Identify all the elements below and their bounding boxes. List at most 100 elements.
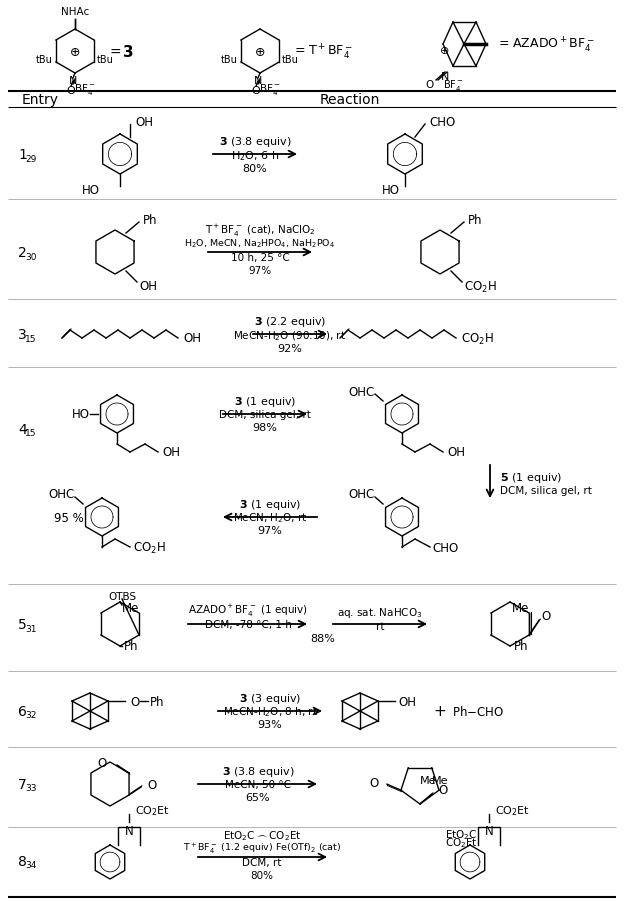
Text: OHC: OHC (349, 488, 375, 501)
Text: $\mathbf{3}$ (3.8 equiv): $\mathbf{3}$ (3.8 equiv) (218, 135, 291, 149)
Text: = T$^+$BF$_4^-$: = T$^+$BF$_4^-$ (294, 42, 353, 61)
Text: 8: 8 (18, 854, 27, 868)
Text: 3: 3 (18, 327, 27, 342)
Text: HO: HO (82, 184, 100, 198)
Text: BF$_4^-$: BF$_4^-$ (259, 81, 281, 97)
Text: Me: Me (419, 775, 436, 785)
Text: 32: 32 (25, 711, 36, 720)
Text: T$^+$BF$_4^-$ (cat), NaClO$_2$: T$^+$BF$_4^-$ (cat), NaClO$_2$ (205, 223, 315, 239)
Text: HO: HO (382, 184, 400, 198)
Text: 80%: 80% (243, 164, 267, 174)
Text: Ph$-$CHO: Ph$-$CHO (452, 704, 504, 718)
Text: N: N (254, 76, 262, 86)
Text: Me: Me (512, 601, 529, 614)
Text: DCM, -78 °C, 1 h: DCM, -78 °C, 1 h (205, 620, 291, 630)
Text: CO$_2$Et: CO$_2$Et (135, 803, 170, 817)
Text: tBu: tBu (221, 55, 238, 65)
Text: N: N (441, 72, 449, 82)
Text: 93%: 93% (258, 719, 283, 729)
Text: 97%: 97% (258, 526, 283, 536)
Text: 88%: 88% (310, 633, 335, 643)
Text: CO$_2$Et: CO$_2$Et (445, 835, 478, 849)
Text: 97%: 97% (248, 266, 271, 276)
Text: NHAc: NHAc (61, 7, 89, 17)
Text: O: O (147, 778, 156, 792)
Text: 30: 30 (25, 253, 36, 262)
Text: Entry: Entry (21, 93, 59, 106)
Text: Ph: Ph (514, 640, 529, 653)
Text: DCM, silica gel, rt: DCM, silica gel, rt (219, 410, 311, 419)
Text: 10 h, 25 °C: 10 h, 25 °C (231, 253, 290, 262)
Text: CO$_2$Et: CO$_2$Et (495, 803, 530, 817)
Text: Me: Me (122, 601, 139, 614)
Text: BF$_4^-$: BF$_4^-$ (442, 78, 464, 92)
Text: O: O (98, 757, 107, 769)
Text: 31: 31 (25, 624, 36, 633)
Text: =: = (110, 45, 126, 59)
Text: H$_2$O, MeCN, Na$_2$HPO$_4$, NaH$_2$PO$_4$: H$_2$O, MeCN, Na$_2$HPO$_4$, NaH$_2$PO$_… (184, 237, 336, 250)
Text: DCM, rt: DCM, rt (242, 857, 281, 867)
Text: AZADO$^+$BF$_4^-$ (1 equiv): AZADO$^+$BF$_4^-$ (1 equiv) (188, 603, 308, 619)
Text: MeCN-H$_2$O (90:10), rt: MeCN-H$_2$O (90:10), rt (233, 329, 346, 343)
Text: N: N (69, 76, 77, 86)
Text: Ph: Ph (468, 213, 482, 226)
Text: tBu: tBu (97, 55, 114, 65)
Text: tBu: tBu (36, 55, 53, 65)
Text: Me: Me (432, 775, 448, 785)
Text: Ph: Ph (143, 213, 157, 226)
Text: 2: 2 (18, 245, 27, 260)
Text: OH: OH (447, 446, 465, 459)
Text: 98%: 98% (253, 422, 278, 433)
Text: 65%: 65% (246, 792, 270, 802)
Text: BF$_4^-$: BF$_4^-$ (74, 81, 96, 97)
Text: $\mathbf{3}$ (1 equiv): $\mathbf{3}$ (1 equiv) (239, 497, 301, 511)
Text: 15: 15 (25, 334, 36, 343)
Text: $\oplus$: $\oplus$ (69, 45, 80, 59)
Text: $\mathbf{3}$ (2.2 equiv): $\mathbf{3}$ (2.2 equiv) (254, 315, 326, 328)
Text: OTBS: OTBS (108, 592, 136, 602)
Text: EtO$_2$C$\frown$CO$_2$Et: EtO$_2$C$\frown$CO$_2$Et (223, 828, 301, 842)
Text: $\oplus$: $\oplus$ (439, 44, 449, 55)
Text: MeCN, 50 °C: MeCN, 50 °C (225, 779, 291, 789)
Text: 3: 3 (123, 44, 134, 60)
Text: OH: OH (162, 446, 180, 459)
Text: 1: 1 (18, 148, 27, 161)
Text: CO$_2$H: CO$_2$H (133, 540, 166, 555)
Text: 29: 29 (25, 154, 36, 163)
Text: O: O (438, 784, 447, 796)
Text: DCM, silica gel, rt: DCM, silica gel, rt (500, 485, 592, 495)
Text: $\mathbf{3}$ (3.8 equiv): $\mathbf{3}$ (3.8 equiv) (222, 764, 295, 778)
Text: OH: OH (398, 695, 416, 708)
Text: rt: rt (376, 621, 384, 631)
Text: Ph: Ph (150, 695, 165, 708)
Text: O: O (426, 80, 434, 90)
Text: MeCN-H$_2$O, 8 h, rt: MeCN-H$_2$O, 8 h, rt (223, 704, 318, 718)
Text: O: O (251, 86, 260, 96)
Text: $\mathbf{5}$ (1 equiv): $\mathbf{5}$ (1 equiv) (500, 471, 562, 484)
Text: EtO$_2$C: EtO$_2$C (446, 827, 478, 841)
Text: $\mathbf{3}$ (1 equiv): $\mathbf{3}$ (1 equiv) (234, 394, 296, 409)
Text: OH: OH (135, 115, 153, 128)
Text: OHC: OHC (49, 488, 75, 501)
Text: HO: HO (72, 408, 90, 421)
Text: 6: 6 (18, 704, 27, 718)
Text: OH: OH (183, 332, 201, 345)
Text: T$^+$BF$_4^-$ (1.2 equiv) Fe(OTf)$_2$ (cat): T$^+$BF$_4^-$ (1.2 equiv) Fe(OTf)$_2$ (c… (183, 841, 341, 855)
Text: 4: 4 (18, 422, 27, 437)
Text: $\mathbf{3}$ (3 equiv): $\mathbf{3}$ (3 equiv) (239, 691, 301, 705)
Text: N: N (125, 824, 134, 837)
Text: O: O (370, 776, 379, 789)
Text: 80%: 80% (250, 870, 273, 880)
Text: CHO: CHO (432, 541, 458, 554)
Text: aq. sat. NaHCO$_3$: aq. sat. NaHCO$_3$ (337, 605, 422, 620)
Text: O: O (67, 86, 76, 96)
Text: 95 %: 95 % (54, 511, 84, 524)
Text: 33: 33 (25, 784, 36, 793)
Text: 92%: 92% (278, 344, 303, 354)
Text: CO$_2$H: CO$_2$H (461, 331, 494, 346)
Text: CHO: CHO (429, 115, 456, 128)
Text: +: + (434, 704, 446, 719)
Text: MeCN, H$_2$O, rt: MeCN, H$_2$O, rt (233, 511, 308, 524)
Text: OH: OH (139, 281, 157, 293)
Text: = AZADO$^+$BF$_4^-$: = AZADO$^+$BF$_4^-$ (498, 35, 595, 54)
